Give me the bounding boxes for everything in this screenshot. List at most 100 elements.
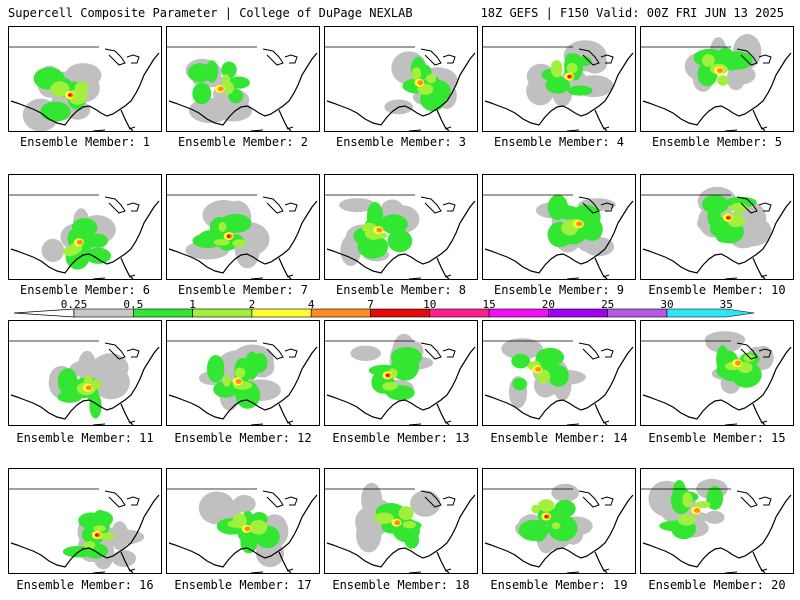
map-outline [326, 346, 476, 420]
map-outline [594, 109, 608, 131]
us-map [167, 194, 318, 279]
scp-contour-blob [232, 239, 247, 248]
map-outline [642, 494, 792, 568]
ensemble-member-map [8, 26, 162, 132]
scp-contours [384, 51, 458, 115]
scp-contour-blob [511, 353, 531, 369]
us-map [9, 488, 160, 573]
scp-contour-blob [554, 499, 576, 518]
scp-contour-blob [192, 233, 224, 249]
scp-contour-blob [85, 247, 111, 264]
scp-contours [684, 34, 762, 92]
map-outline [262, 48, 298, 66]
map-outline [566, 420, 610, 425]
scp-contour-blob [234, 367, 246, 379]
map-outline [436, 109, 450, 131]
scp-contours [185, 200, 270, 269]
map-outline [642, 200, 792, 274]
ensemble-member-label: Ensemble Member: 14 [490, 431, 628, 445]
scp-contour-blob [576, 221, 583, 227]
map-outline [408, 420, 452, 425]
ensemble-member-map [640, 468, 794, 574]
ensemble-member-label: Ensemble Member: 9 [493, 283, 625, 297]
map-outline [92, 568, 136, 573]
scp-contour-blob [531, 504, 541, 514]
scp-contour-blob [726, 66, 745, 91]
scp-contour-blob [374, 512, 394, 524]
map-outline [642, 52, 792, 126]
legend-tick-label: 2 [248, 298, 256, 311]
ensemble-member-label: Ensemble Member: 2 [177, 135, 309, 149]
map-outline [250, 420, 294, 425]
scp-contour-blob [567, 85, 593, 96]
scp-contour-blob [68, 93, 72, 97]
ensemble-member-map [482, 468, 636, 574]
scp-contour-blob [677, 514, 696, 526]
map-outline [736, 490, 772, 508]
ensemble-member-label: Ensemble Member: 3 [335, 135, 467, 149]
scp-contour-blob [544, 515, 548, 519]
scp-contour-blob [402, 521, 416, 529]
scp-contours [704, 331, 774, 394]
scp-contour-blob [224, 82, 233, 94]
ensemble-member-label: Ensemble Member: 7 [177, 283, 309, 297]
scp-contour-blob [707, 205, 721, 228]
scp-contour-blob [84, 541, 96, 549]
scp-contour-blob [561, 223, 572, 234]
scp-contour-blob [251, 352, 268, 373]
color-legend [13, 308, 755, 318]
scp-contour-blob [41, 238, 65, 262]
scp-contours [199, 344, 281, 411]
scp-contour-blob [93, 525, 106, 532]
us-map [9, 194, 160, 279]
map-outline [408, 126, 452, 131]
map-outline [724, 274, 768, 279]
map-outline [420, 490, 456, 508]
scp-contour-blob [535, 366, 542, 372]
map-outline [736, 342, 772, 360]
scp-contour-blob [726, 216, 730, 220]
map-outline [278, 551, 292, 573]
ensemble-member-label: Ensemble Member: 10 [648, 283, 786, 297]
scp-contours [515, 483, 593, 554]
ensemble-member-map [166, 468, 320, 574]
ensemble-member-label: Ensemble Member: 13 [332, 431, 470, 445]
map-outline [420, 48, 456, 66]
ensemble-member-map [166, 26, 320, 132]
legend-tick-label: 35 [719, 298, 733, 311]
us-map [325, 46, 476, 131]
scp-contour-blob [189, 97, 232, 124]
legend-tick-label: 30 [660, 298, 674, 311]
legend-color-bin [666, 308, 755, 318]
us-map [641, 331, 792, 425]
scp-contour-blob [581, 217, 603, 241]
map-outline [436, 551, 450, 573]
scp-contour-blob [76, 239, 83, 245]
map-outline [566, 274, 610, 279]
us-map [325, 482, 476, 573]
map-outline [10, 346, 160, 420]
ensemble-member-map [8, 468, 162, 574]
scp-contours [501, 338, 586, 409]
scp-contour-blob [379, 214, 408, 234]
scp-contour-blob [425, 74, 437, 84]
scp-contours [339, 198, 420, 266]
scp-contour-blob [217, 86, 224, 92]
scp-contour-blob [717, 47, 734, 66]
scp-contour-blob [227, 520, 246, 528]
us-map [167, 488, 318, 573]
scp-contour-blob [65, 63, 102, 88]
map-outline [262, 196, 298, 214]
us-map [9, 46, 160, 131]
scp-contour-blob [187, 63, 212, 83]
legend-color-bin [251, 308, 312, 318]
scp-contours [648, 478, 728, 540]
scp-contour-blob [57, 368, 78, 395]
legend-color-bin [310, 308, 371, 318]
ensemble-member-label: Ensemble Member: 17 [174, 578, 312, 592]
ensemble-member-label: Ensemble Member: 4 [493, 135, 625, 149]
scp-contour-blob [735, 360, 741, 366]
scp-contour-blob [91, 511, 114, 527]
legend-color-bin [192, 308, 253, 318]
scp-contours [355, 482, 441, 553]
